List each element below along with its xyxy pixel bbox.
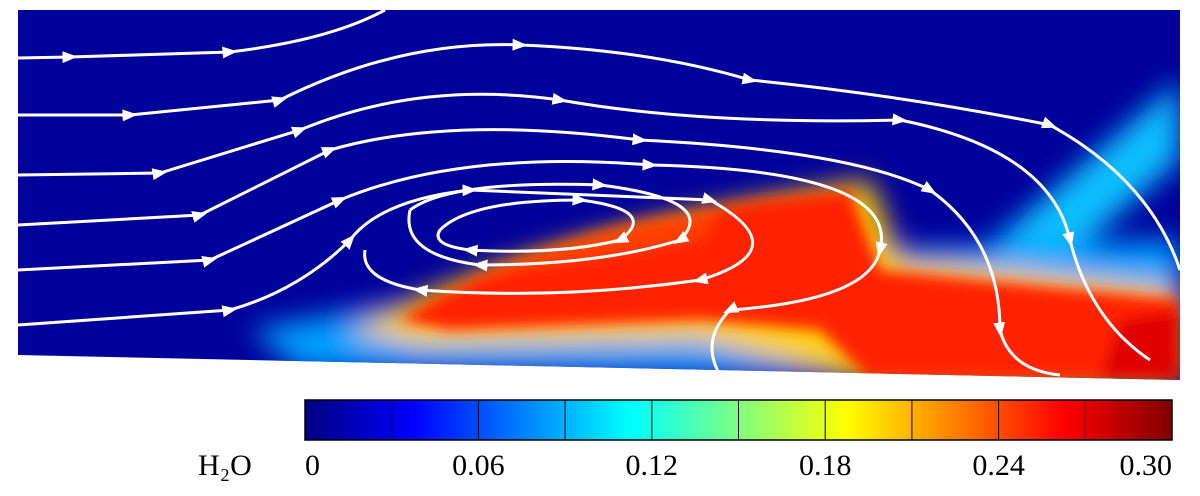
colorbar-band: [825, 400, 912, 440]
streamlines: [17, 8, 1182, 377]
colorbar-tick-label: 0.12: [626, 449, 679, 482]
colorbar-tick-label: 0.18: [799, 449, 852, 482]
colorbar-band: [998, 400, 1086, 440]
colorbar-band: [738, 400, 826, 440]
colorbar-band: [651, 400, 739, 440]
colorbar-band: [478, 400, 566, 440]
colorbar-tick-label: 0: [305, 449, 320, 482]
colorbar-label: H₂O: [198, 449, 252, 482]
colorbar-band: [911, 400, 999, 440]
colorbar-tick-label: 0.24: [972, 449, 1025, 482]
colorbar-frame: [304, 399, 1173, 441]
colorbar: 0 0.06 0.12 0.18 0.24 0.30: [304, 399, 1173, 482]
colorbar-band: [1085, 400, 1172, 440]
colorbar-band: [565, 400, 652, 440]
colorbar-band: [391, 400, 479, 440]
colorbar-tick-label: 0.06: [452, 449, 505, 482]
colorbar-tick-label: 0.30: [1120, 449, 1173, 482]
colorbar-band: [305, 400, 392, 440]
